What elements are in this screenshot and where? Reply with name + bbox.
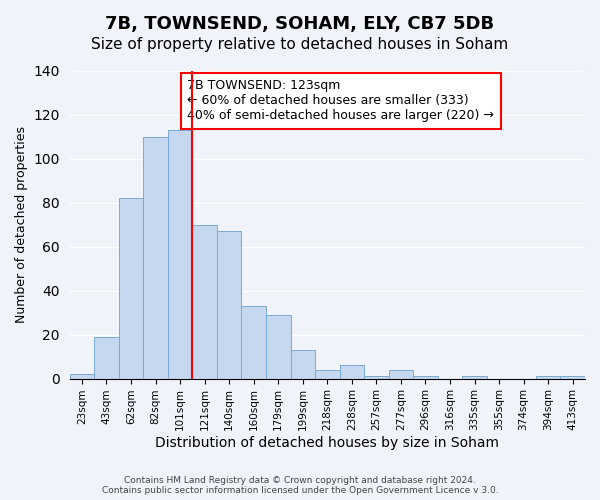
Bar	[315, 370, 340, 378]
Text: 7B, TOWNSEND, SOHAM, ELY, CB7 5DB: 7B, TOWNSEND, SOHAM, ELY, CB7 5DB	[106, 15, 494, 33]
Bar	[560, 376, 585, 378]
Bar	[70, 374, 94, 378]
Text: 7B TOWNSEND: 123sqm
← 60% of detached houses are smaller (333)
40% of semi-detac: 7B TOWNSEND: 123sqm ← 60% of detached ho…	[187, 80, 494, 122]
Bar	[536, 376, 560, 378]
Bar	[193, 224, 217, 378]
Bar	[364, 376, 389, 378]
Bar	[389, 370, 413, 378]
Bar	[290, 350, 315, 378]
Bar	[143, 136, 168, 378]
Bar	[241, 306, 266, 378]
Bar	[168, 130, 193, 378]
Bar	[462, 376, 487, 378]
Bar	[266, 315, 290, 378]
Bar	[217, 231, 241, 378]
Bar	[94, 337, 119, 378]
X-axis label: Distribution of detached houses by size in Soham: Distribution of detached houses by size …	[155, 436, 499, 450]
Bar	[340, 366, 364, 378]
Y-axis label: Number of detached properties: Number of detached properties	[15, 126, 28, 323]
Text: Size of property relative to detached houses in Soham: Size of property relative to detached ho…	[91, 38, 509, 52]
Bar	[119, 198, 143, 378]
Text: Contains HM Land Registry data © Crown copyright and database right 2024.
Contai: Contains HM Land Registry data © Crown c…	[101, 476, 499, 495]
Bar	[413, 376, 438, 378]
